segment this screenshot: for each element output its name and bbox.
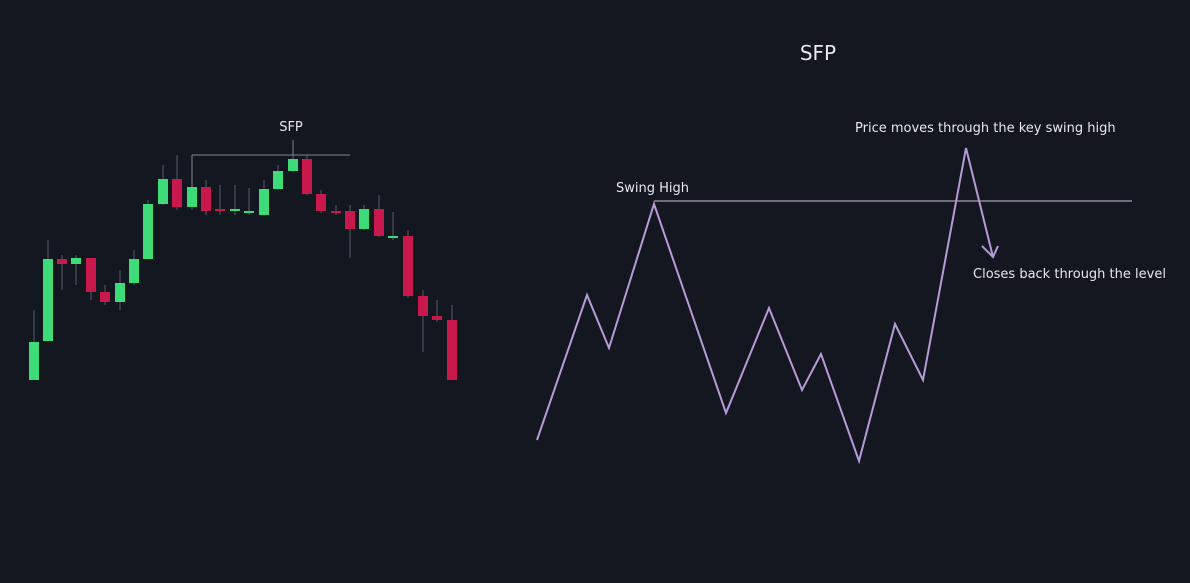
candle <box>316 194 326 211</box>
candle <box>71 258 81 264</box>
candle <box>273 171 283 189</box>
candle <box>43 259 53 341</box>
break-label: Price moves through the key swing high <box>855 121 1116 136</box>
candle <box>129 259 139 283</box>
candle <box>331 211 341 213</box>
bracket-label: SFP <box>279 120 303 135</box>
candle <box>374 209 384 236</box>
candle <box>432 316 442 320</box>
candle <box>447 320 457 380</box>
candle <box>230 209 240 211</box>
candle <box>57 259 67 264</box>
candlesticks <box>29 150 457 380</box>
candle <box>86 258 96 292</box>
price-path <box>536 147 994 465</box>
title: SFP <box>800 41 836 65</box>
close-label: Closes back through the level <box>973 267 1166 282</box>
candle <box>201 187 211 211</box>
candle <box>288 159 298 171</box>
candle <box>259 189 269 215</box>
candle <box>100 292 110 302</box>
candle <box>215 209 225 211</box>
candle <box>403 236 413 296</box>
candle <box>302 159 312 194</box>
sfp-bracket <box>191 140 350 187</box>
candle <box>244 211 254 213</box>
candle <box>143 204 153 259</box>
candle <box>115 283 125 302</box>
candle <box>158 179 168 204</box>
arrowhead <box>981 245 999 259</box>
candle <box>187 187 197 207</box>
candle <box>359 209 369 229</box>
candle <box>418 296 428 316</box>
candle <box>345 211 355 229</box>
swing-high-label: Swing High <box>616 181 689 196</box>
candle <box>172 179 182 207</box>
candle <box>29 342 39 380</box>
candle <box>388 236 398 238</box>
